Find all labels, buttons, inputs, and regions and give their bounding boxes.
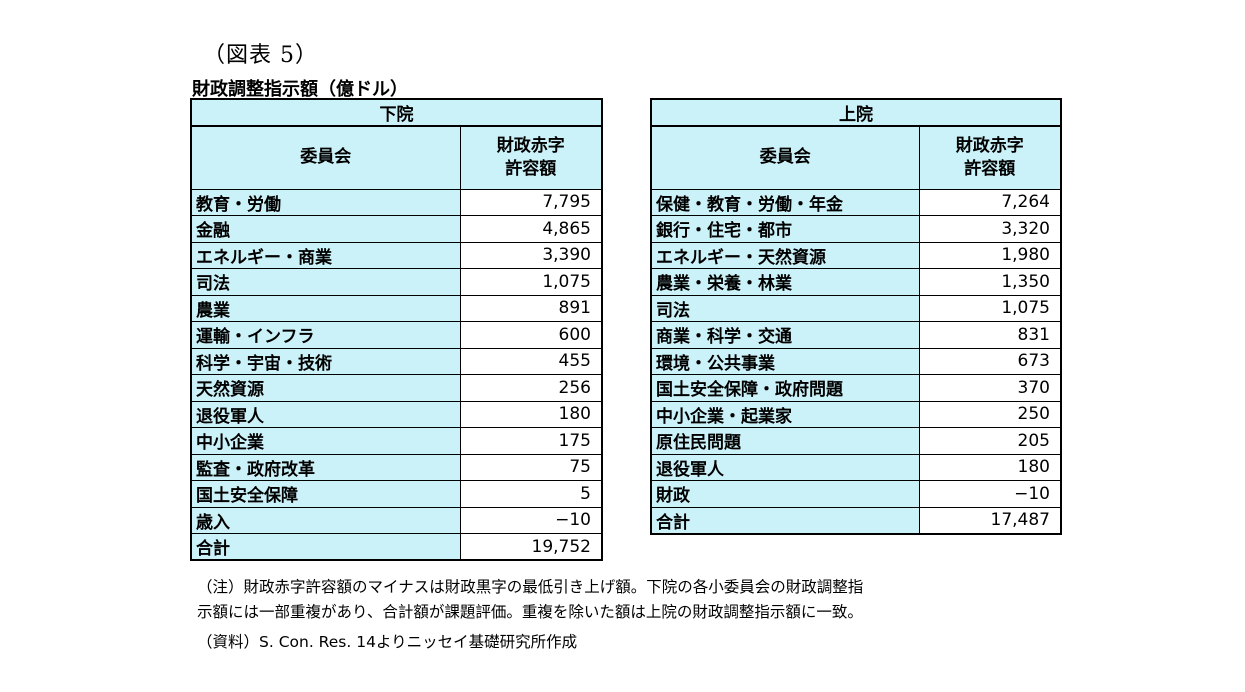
- deficit-amount: 1,980: [918, 241, 1062, 269]
- total-amount: 19,752: [459, 533, 603, 561]
- deficit-amount: 175: [459, 427, 603, 455]
- deficit-amount: 205: [918, 427, 1062, 455]
- deficit-amount: 256: [459, 374, 603, 402]
- total-row: 合計 19,752: [190, 533, 603, 561]
- table-row: 財政 −10: [650, 480, 1062, 508]
- house-amount-header-line1: 財政赤字: [496, 135, 565, 156]
- total-amount: 17,487: [918, 506, 1062, 534]
- senate-table: 上院 委員会 財政赤字 許容額 保健・教育・労働・年金 7,264 銀行・住宅・都…: [650, 98, 1062, 535]
- table-row: 監査・政府改革 75: [190, 453, 603, 481]
- senate-amount-header-line2: 許容額: [964, 158, 1016, 179]
- figure-label: （図表 5）: [203, 43, 318, 68]
- deficit-amount: −10: [459, 506, 603, 534]
- footnote: （注）財政赤字許容額のマイナスは財政黒字の最低引き上げ額。下院の各小委員会の財政…: [197, 575, 863, 625]
- table-row: 商業・科学・交通 831: [650, 321, 1062, 349]
- committee-name: 金融: [190, 215, 461, 243]
- deficit-amount: 180: [918, 453, 1062, 481]
- deficit-amount: 1,075: [459, 268, 603, 296]
- committee-name: 司法: [650, 294, 920, 322]
- footnote-line: （注）財政赤字許容額のマイナスは財政黒字の最低引き上げ額。下院の各小委員会の財政…: [197, 578, 864, 596]
- deficit-amount: 1,350: [918, 268, 1062, 296]
- committee-name: 歳入: [190, 506, 461, 534]
- table-row: 環境・公共事業 673: [650, 347, 1062, 375]
- footnote-line: 示額には一部重複があり、合計額が課題評価。重複を除いた額は上院の財政調整指示額に…: [197, 603, 863, 621]
- deficit-amount: 1,075: [918, 294, 1062, 322]
- deficit-amount: 250: [918, 400, 1062, 428]
- table-row: 中小企業 175: [190, 427, 603, 455]
- table-row: 国土安全保障・政府問題 370: [650, 374, 1062, 402]
- table-row: 国土安全保障 5: [190, 480, 603, 508]
- committee-name: 司法: [190, 268, 461, 296]
- deficit-amount: 673: [918, 347, 1062, 375]
- table-row: 天然資源 256: [190, 374, 603, 402]
- committee-name: 商業・科学・交通: [650, 321, 920, 349]
- committee-name: 教育・労働: [190, 188, 461, 216]
- committee-name: 監査・政府改革: [190, 453, 461, 481]
- house-amount-header: 財政赤字 許容額: [459, 125, 603, 190]
- committee-name: 農業: [190, 294, 461, 322]
- table-row: 司法 1,075: [650, 294, 1062, 322]
- senate-committee-header: 委員会: [650, 125, 920, 190]
- table-row: 科学・宇宙・技術 455: [190, 347, 603, 375]
- table-row: 原住民問題 205: [650, 427, 1062, 455]
- committee-name: 科学・宇宙・技術: [190, 347, 461, 375]
- table-row: 司法 1,075: [190, 268, 603, 296]
- deficit-amount: 7,264: [918, 188, 1062, 216]
- committee-name: 原住民問題: [650, 427, 920, 455]
- table-row: 運輸・インフラ 600: [190, 321, 603, 349]
- committee-name: 運輸・インフラ: [190, 321, 461, 349]
- total-label: 合計: [650, 506, 920, 534]
- deficit-amount: 370: [918, 374, 1062, 402]
- committee-name: エネルギー・天然資源: [650, 241, 920, 269]
- table-row: 保健・教育・労働・年金 7,264: [650, 188, 1062, 216]
- deficit-amount: 180: [459, 400, 603, 428]
- deficit-amount: 455: [459, 347, 603, 375]
- deficit-amount: −10: [918, 480, 1062, 508]
- committee-name: 中小企業・起業家: [650, 400, 920, 428]
- table-row: 中小企業・起業家 250: [650, 400, 1062, 428]
- table-row: エネルギー・商業 3,390: [190, 241, 603, 269]
- table-row: 金融 4,865: [190, 215, 603, 243]
- house-amount-header-line2: 許容額: [505, 158, 557, 179]
- senate-chamber-header: 上院: [650, 98, 1062, 127]
- table-title: 財政調整指示額（億ドル）: [192, 79, 408, 100]
- source-note: （資料）S. Con. Res. 14よりニッセイ基礎研究所作成: [197, 633, 578, 651]
- committee-name: 中小企業: [190, 427, 461, 455]
- deficit-amount: 4,865: [459, 215, 603, 243]
- deficit-amount: 600: [459, 321, 603, 349]
- committee-name: 銀行・住宅・都市: [650, 215, 920, 243]
- house-table: 下院 委員会 財政赤字 許容額 教育・労働 7,795 金融 4,865 エネルギー…: [190, 98, 603, 561]
- senate-amount-header: 財政赤字 許容額: [918, 125, 1062, 190]
- committee-name: 退役軍人: [650, 453, 920, 481]
- committee-name: 天然資源: [190, 374, 461, 402]
- table-row: 退役軍人 180: [190, 400, 603, 428]
- deficit-amount: 75: [459, 453, 603, 481]
- deficit-amount: 7,795: [459, 188, 603, 216]
- total-label: 合計: [190, 533, 461, 561]
- house-chamber-header: 下院: [190, 98, 603, 127]
- table-row: 教育・労働 7,795: [190, 188, 603, 216]
- deficit-amount: 3,390: [459, 241, 603, 269]
- committee-name: 環境・公共事業: [650, 347, 920, 375]
- table-row: 銀行・住宅・都市 3,320: [650, 215, 1062, 243]
- table-row: 農業・栄養・林業 1,350: [650, 268, 1062, 296]
- table-row: 農業 891: [190, 294, 603, 322]
- committee-name: 保健・教育・労働・年金: [650, 188, 920, 216]
- committee-name: 国土安全保障・政府問題: [650, 374, 920, 402]
- table-row: 退役軍人 180: [650, 453, 1062, 481]
- table-row: エネルギー・天然資源 1,980: [650, 241, 1062, 269]
- deficit-amount: 5: [459, 480, 603, 508]
- total-row: 合計 17,487: [650, 506, 1062, 534]
- deficit-amount: 3,320: [918, 215, 1062, 243]
- committee-name: エネルギー・商業: [190, 241, 461, 269]
- table-row: 歳入 −10: [190, 506, 603, 534]
- house-committee-header: 委員会: [190, 125, 461, 190]
- committee-name: 退役軍人: [190, 400, 461, 428]
- deficit-amount: 891: [459, 294, 603, 322]
- committee-name: 財政: [650, 480, 920, 508]
- committee-name: 農業・栄養・林業: [650, 268, 920, 296]
- committee-name: 国土安全保障: [190, 480, 461, 508]
- deficit-amount: 831: [918, 321, 1062, 349]
- senate-amount-header-line1: 財政赤字: [955, 135, 1024, 156]
